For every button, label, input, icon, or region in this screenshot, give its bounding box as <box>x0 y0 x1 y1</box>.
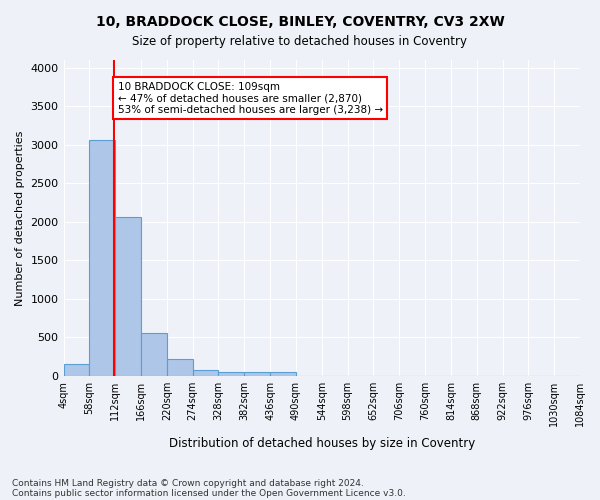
X-axis label: Distribution of detached houses by size in Coventry: Distribution of detached houses by size … <box>169 437 475 450</box>
Bar <box>115 217 141 376</box>
Text: Contains HM Land Registry data © Crown copyright and database right 2024.: Contains HM Land Registry data © Crown c… <box>12 478 364 488</box>
Text: Contains public sector information licensed under the Open Government Licence v3: Contains public sector information licen… <box>12 488 406 498</box>
Bar <box>270 372 296 376</box>
Bar <box>141 332 167 376</box>
Bar <box>167 359 193 376</box>
Bar <box>64 364 89 376</box>
Bar <box>193 370 218 376</box>
Text: 10, BRADDOCK CLOSE, BINLEY, COVENTRY, CV3 2XW: 10, BRADDOCK CLOSE, BINLEY, COVENTRY, CV… <box>95 15 505 29</box>
Y-axis label: Number of detached properties: Number of detached properties <box>15 130 25 306</box>
Bar <box>244 372 270 376</box>
Text: Size of property relative to detached houses in Coventry: Size of property relative to detached ho… <box>133 35 467 48</box>
Text: 10 BRADDOCK CLOSE: 109sqm
← 47% of detached houses are smaller (2,870)
53% of se: 10 BRADDOCK CLOSE: 109sqm ← 47% of detac… <box>118 82 383 115</box>
Bar <box>89 140 115 376</box>
Bar <box>218 372 244 376</box>
